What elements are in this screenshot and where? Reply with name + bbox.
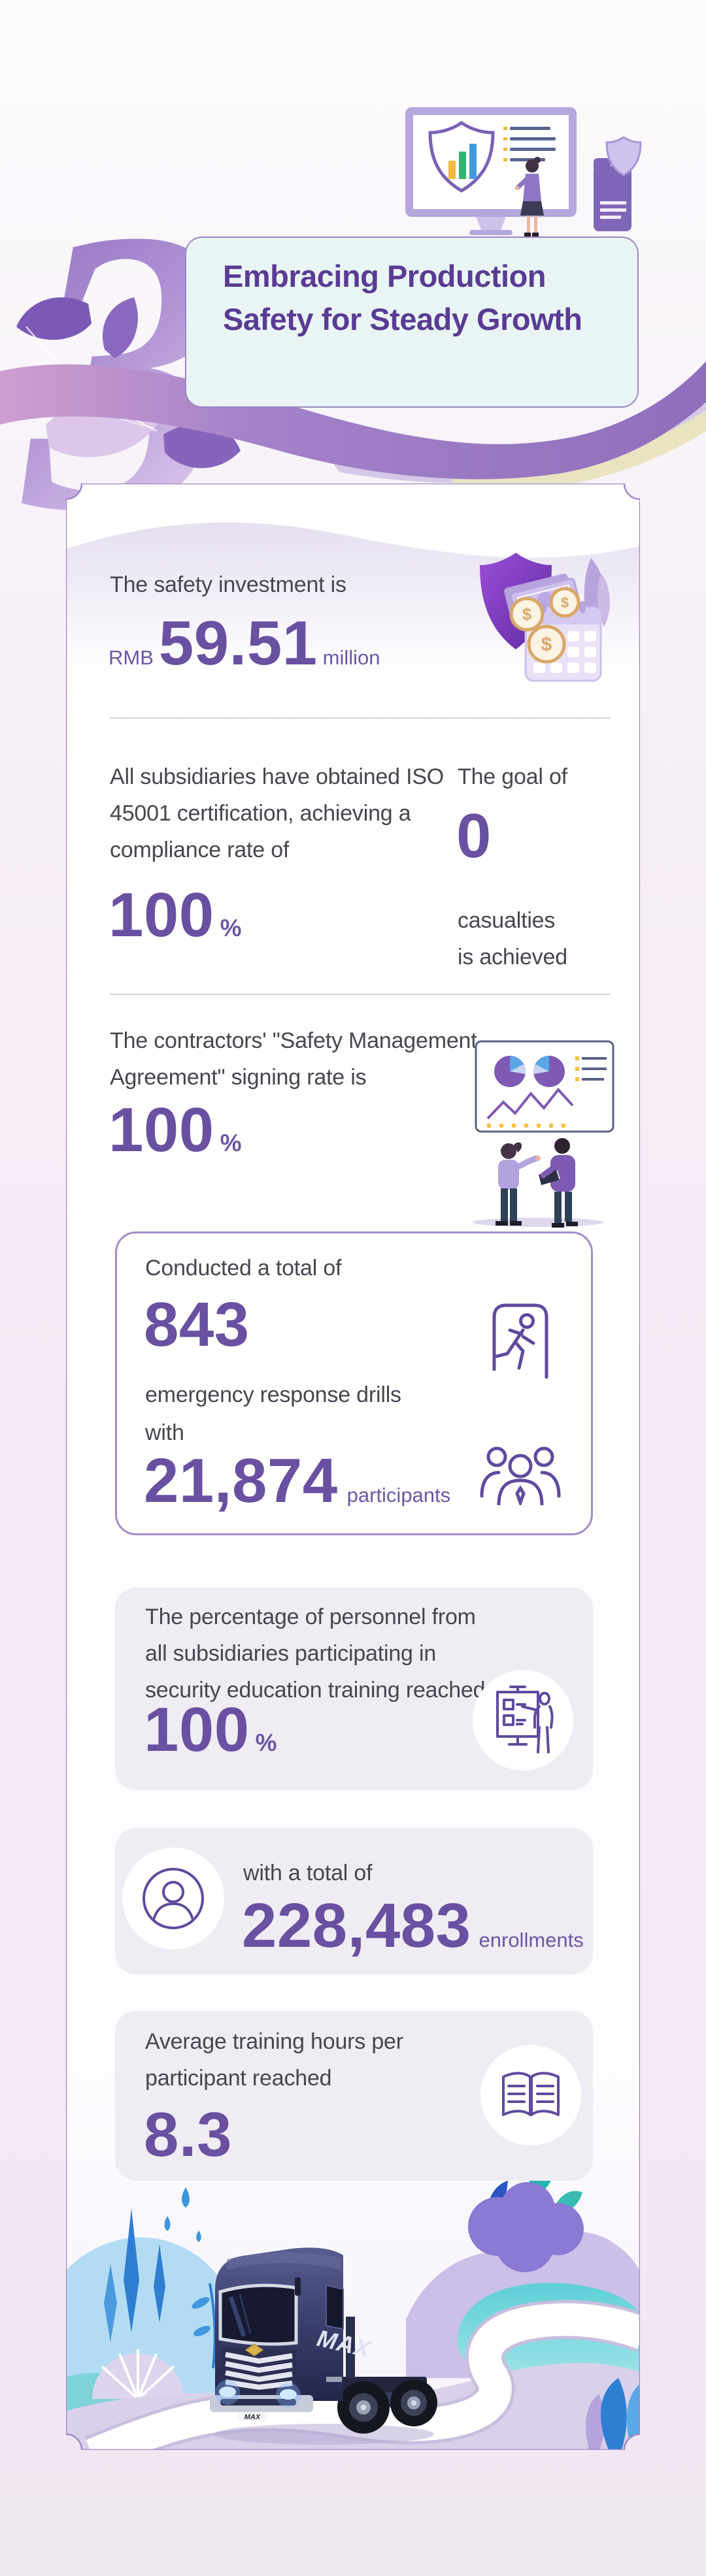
dollar-icon: $: [522, 604, 532, 624]
truck-grille: [225, 2352, 293, 2390]
truck-wheels: [337, 2379, 437, 2434]
road: [86, 2303, 640, 2450]
emergency-exit-icon: [492, 1303, 548, 1379]
contractors-text: The contractors' "Safety Management Agre…: [110, 1028, 477, 1090]
rain-drops: [164, 2187, 201, 2242]
enrollments-icon-circle: [122, 1848, 224, 1949]
hours-value: 8.3: [144, 2100, 232, 2170]
hours-text: Average training hours per participant r…: [145, 2029, 403, 2091]
man-figure: [539, 1138, 578, 1228]
dollar-icon: $: [541, 634, 552, 655]
enrollments-value: 228,483: [242, 1891, 471, 1961]
blue-plant-right: [586, 2378, 640, 2450]
fan-bush: [92, 2349, 184, 2400]
shield-chart-icon: [428, 120, 495, 193]
investment-currency: RMB: [109, 646, 154, 669]
education-text: The percentage of personnel from all sub…: [145, 1605, 486, 1703]
truck-plate-label: MAX: [244, 2413, 261, 2421]
dollar-icon: $: [561, 595, 569, 611]
drills-card: [115, 1231, 593, 1535]
drills-label: emergency response drills: [145, 1382, 401, 1407]
presentation-monitor-illustration: [405, 107, 642, 236]
investment-unit: million: [322, 646, 380, 669]
goal-value-row: 0: [456, 805, 492, 868]
card-top-wave: [66, 522, 640, 673]
participants-group-icon: [480, 1446, 561, 1505]
purple-bush: [468, 2172, 584, 2272]
education-value: 100: [144, 1695, 250, 1765]
coins: $ $ $: [509, 587, 580, 664]
investment-amount: 59.51: [158, 608, 318, 678]
goal-noun: casualties: [458, 908, 556, 933]
enrollments-intro: with a total of: [243, 1861, 373, 1885]
chart-dots: [486, 1123, 566, 1128]
training-presenter-icon: [496, 1686, 554, 1753]
section-divider: [110, 717, 611, 719]
presenter-woman: [514, 157, 544, 236]
board-list-ticks: [575, 1056, 579, 1081]
section-divider: [110, 994, 611, 995]
drills-participants-row: 21,874 participants: [144, 1450, 456, 1512]
hours-value-row: 8.3: [144, 2104, 232, 2166]
drills-participants: 21,874: [144, 1446, 338, 1516]
education-value-row: 100%: [144, 1699, 277, 1761]
contractors-value-row: 100%: [109, 1099, 242, 1162]
enrollments-value-row: 228,483 enrollments: [242, 1895, 589, 1957]
report-lines: [503, 127, 556, 161]
pine-trees: [104, 2208, 165, 2342]
chapter-title-card: Embracing Production Safety for Steady G…: [185, 236, 639, 408]
money-calendar-icon: $ $ $: [480, 553, 610, 682]
investment-intro: The safety investment is: [110, 572, 346, 597]
truck-logo: [244, 2343, 264, 2356]
open-book-icon: [502, 2072, 560, 2116]
woman-figure: [496, 1142, 541, 1226]
monitor-stand: [476, 217, 506, 230]
shield-badge-icon: [605, 136, 642, 176]
contractors-unit: %: [220, 1130, 242, 1156]
drills-connector: with: [145, 1420, 184, 1445]
education-unit: %: [255, 1729, 277, 1756]
iso-text: All subsidiaries have obtained ISO 45001…: [110, 764, 445, 862]
goal-value: 0: [456, 801, 492, 871]
drills-count-row: 843: [144, 1294, 250, 1356]
truck-road-scene: MAX MAX: [66, 2172, 640, 2450]
contractors-value: 100: [109, 1095, 214, 1165]
stats-card-border: [66, 483, 640, 2450]
avatar-icon: [143, 1868, 204, 1929]
iso-value: 100: [109, 880, 214, 950]
page-title: Embracing Production Safety for Steady G…: [223, 259, 582, 336]
board-list-lines: [582, 1057, 607, 1081]
iso-value-row: 100%: [109, 884, 242, 947]
drills-participants-label: participants: [346, 1484, 451, 1507]
enrollments-unit: enrollments: [479, 1929, 584, 1951]
drills-count: 843: [144, 1290, 250, 1360]
investment-value-row: RMB59.51 million: [109, 612, 385, 675]
presentation-board: [475, 1040, 614, 1133]
goal-result: is achieved: [458, 945, 567, 970]
discussion-people-illustration: [473, 1040, 614, 1228]
drills-intro: Conducted a total of: [145, 1256, 342, 1280]
goal-intro: The goal of: [458, 764, 567, 789]
iso-unit: %: [220, 915, 242, 941]
truck-illustration: MAX MAX: [210, 2247, 437, 2434]
